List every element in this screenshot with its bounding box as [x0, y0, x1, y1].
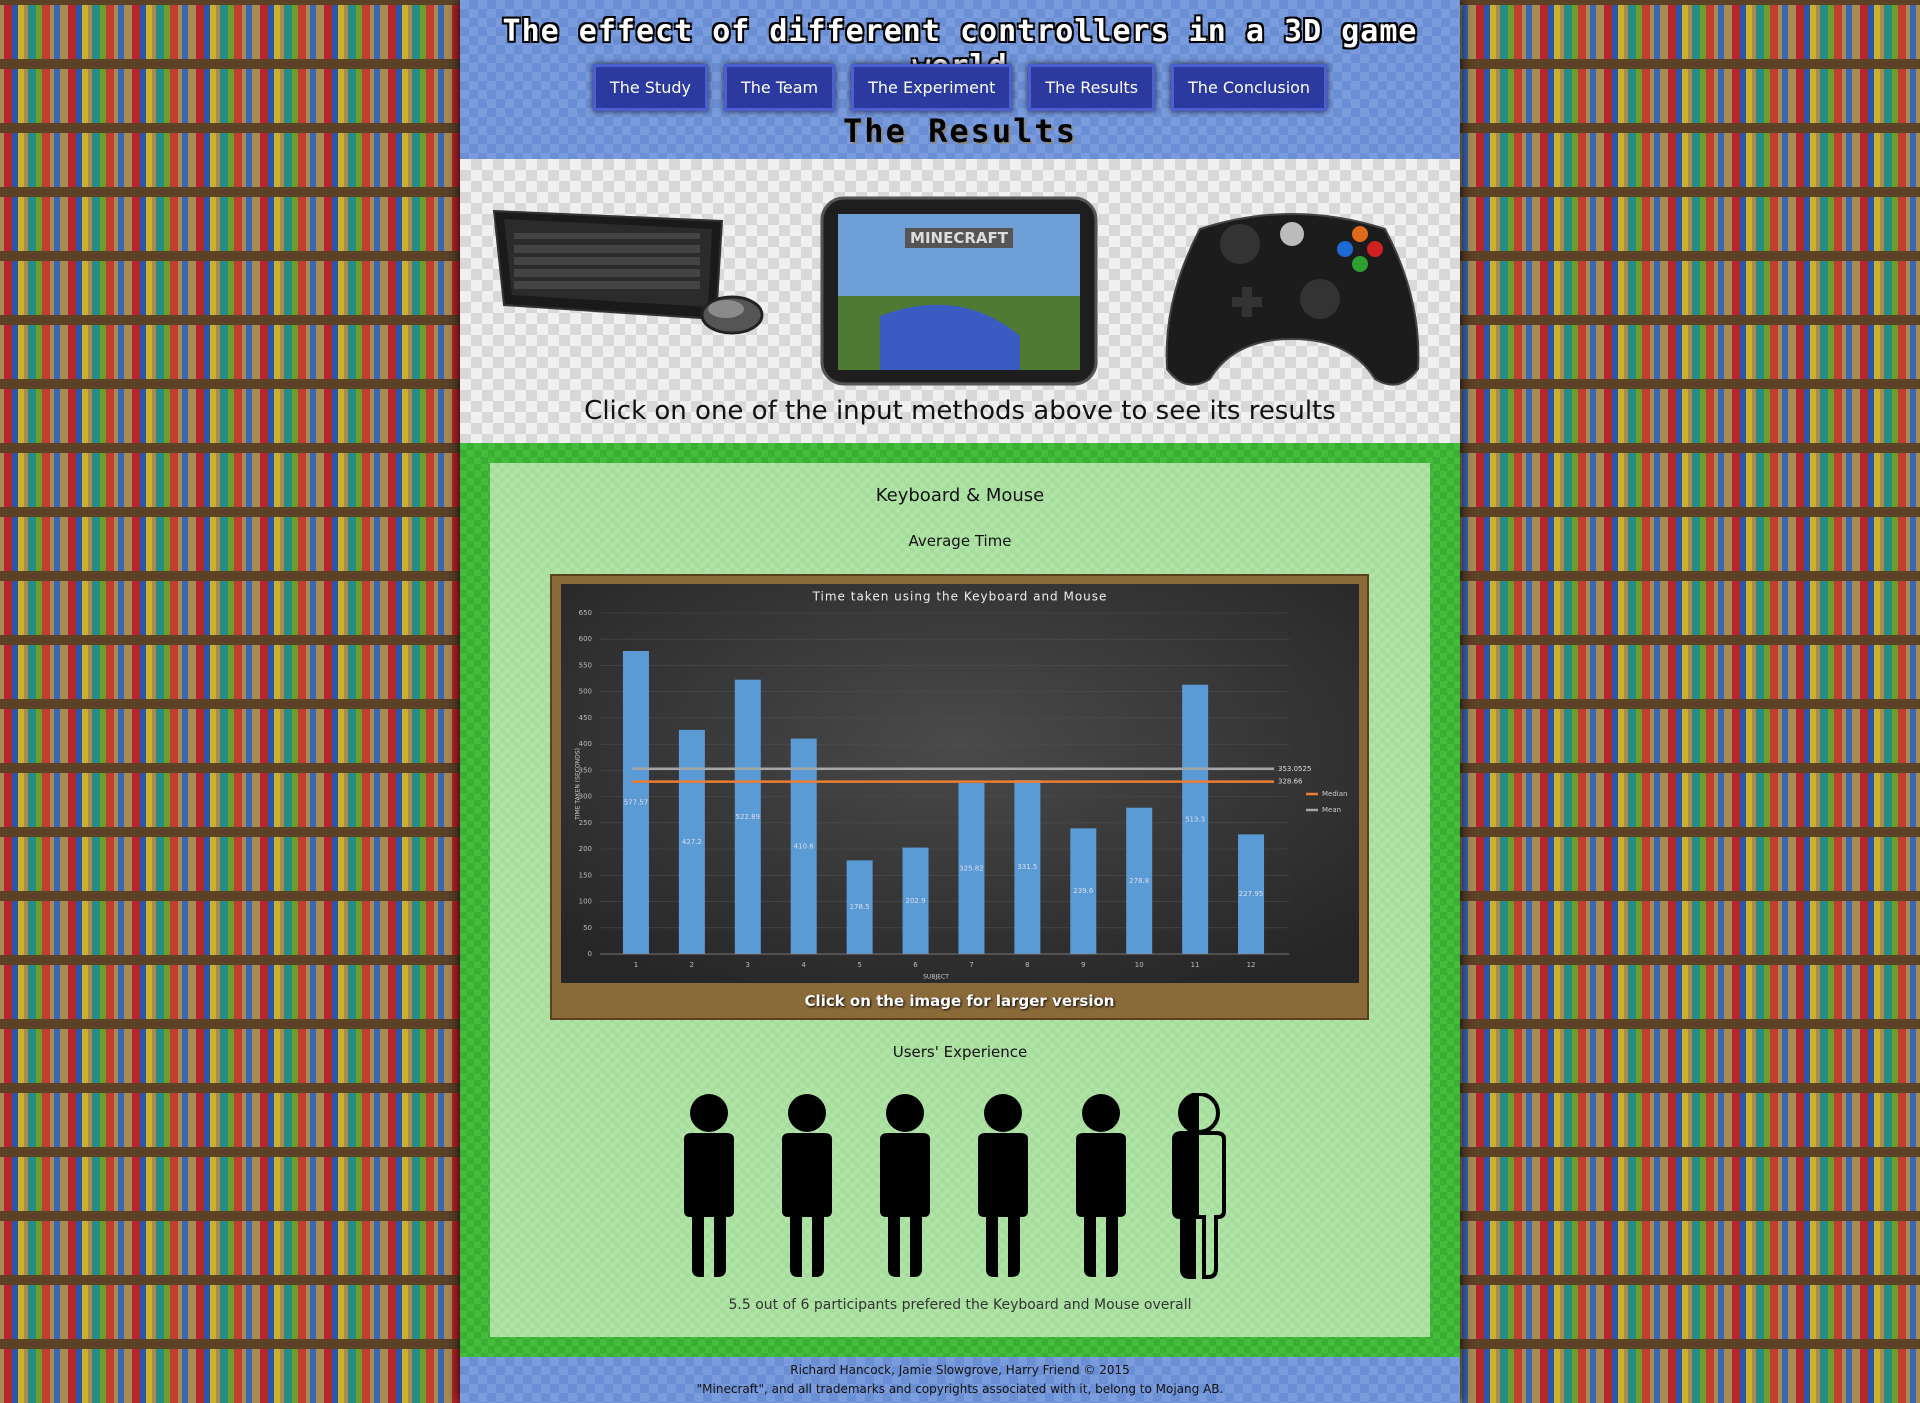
results-heading: Keyboard & Mouse	[875, 485, 1045, 506]
bar-value-label: 577.57	[624, 798, 649, 806]
y-tick-label: 450	[579, 714, 592, 722]
person-icon	[782, 1094, 832, 1277]
y-tick-label: 550	[579, 661, 592, 669]
y-tick-label: 600	[579, 635, 592, 643]
y-tick-label: 650	[579, 609, 592, 617]
hero-caption: Click on one of the input methods above …	[584, 396, 1336, 426]
svg-text:MINECRAFT: MINECRAFT	[910, 229, 1009, 247]
chart-caption: Click on the image for larger version	[804, 992, 1115, 1010]
nav: The Study The Team The Experiment The Resul…	[460, 64, 1460, 111]
results-section: Keyboard & Mouse Average Time Time taken…	[460, 443, 1460, 1357]
bar-value-label: 513.3	[1185, 815, 1205, 823]
nav-link[interactable]: The Study	[592, 64, 708, 111]
footer-credits: Richard Hancock, Jamie Slowgrove, Harry …	[790, 1363, 1130, 1377]
header: The effect of different controllers in a…	[460, 0, 1460, 159]
person-icon	[684, 1094, 734, 1277]
x-tick-label: 11	[1191, 961, 1200, 969]
y-tick-label: 400	[579, 740, 592, 748]
y-axis-label: TIME TAKEN (SECONDS)	[575, 748, 582, 821]
bar	[1014, 780, 1041, 954]
bar-value-label: 331.5	[1017, 863, 1037, 871]
hero: MINECRAFT Click on one of the input meth…	[460, 159, 1460, 443]
bar	[678, 729, 705, 954]
bar	[790, 738, 817, 954]
nav-link[interactable]: The Team	[723, 64, 836, 111]
x-axis-label: SUBJECT	[923, 974, 949, 981]
chart-image[interactable]: Time taken using the Keyboard and Mouse …	[550, 574, 1369, 1020]
chart: Time taken using the Keyboard and Mouse …	[561, 584, 1359, 983]
y-tick-label: 200	[579, 845, 592, 853]
experience-summary: 5.5 out of 6 participants prefered the K…	[728, 1297, 1192, 1313]
y-tick-label: 250	[579, 819, 592, 827]
person-icon	[880, 1094, 930, 1277]
x-tick-label: 2	[690, 961, 694, 969]
controller-image[interactable]	[1160, 189, 1425, 394]
y-tick-label: 500	[579, 688, 592, 696]
half-person-icon	[1172, 1093, 1226, 1279]
chart-title: Time taken using the Keyboard and Mouse	[812, 590, 1108, 604]
bar	[1182, 684, 1209, 954]
reference-value-label: 353.0525	[1278, 765, 1311, 773]
bar-value-label: 178.5	[850, 903, 870, 911]
x-tick-label: 4	[801, 961, 806, 969]
bar	[734, 679, 761, 954]
y-tick-label: 350	[579, 766, 592, 774]
bar	[1070, 828, 1097, 954]
bar-value-label: 278.8	[1129, 877, 1149, 885]
nav-link[interactable]: The Conclusion	[1171, 64, 1328, 111]
keyboard-image[interactable]	[490, 199, 766, 339]
bar	[1238, 834, 1265, 954]
tablet-image[interactable]: MINECRAFT	[820, 196, 1098, 386]
footer: Richard Hancock, Jamie Slowgrove, Harry …	[460, 1357, 1460, 1403]
x-tick-label: 5	[857, 961, 861, 969]
legend-label: Mean	[1322, 806, 1341, 814]
x-tick-label: 7	[969, 961, 973, 969]
x-tick-label: 12	[1247, 961, 1256, 969]
legend-label: Median	[1322, 790, 1347, 798]
x-tick-label: 3	[746, 961, 750, 969]
content-column: The effect of different controllers in a…	[460, 0, 1460, 1403]
x-tick-label: 1	[634, 961, 638, 969]
y-tick-label: 150	[579, 871, 592, 879]
nav-link[interactable]: The Results	[1028, 64, 1156, 111]
person-icon	[1076, 1094, 1126, 1277]
bar-value-label: 227.95	[1239, 890, 1264, 898]
bar-value-label: 239.6	[1073, 887, 1094, 895]
y-tick-label: 300	[579, 793, 592, 801]
bar-value-label: 522.89	[736, 813, 761, 821]
bar	[1126, 807, 1153, 954]
reference-value-label: 328.66	[1278, 778, 1303, 786]
nav-link[interactable]: The Experiment	[851, 64, 1013, 111]
y-tick-label: 50	[583, 924, 592, 932]
x-tick-label: 9	[1081, 961, 1085, 969]
bar	[846, 860, 873, 954]
person-icon	[978, 1094, 1028, 1277]
bar-value-label: 410.6	[794, 842, 815, 850]
x-tick-label: 8	[1025, 961, 1029, 969]
experience-heading: Users' Experience	[892, 1043, 1028, 1061]
x-tick-label: 6	[913, 961, 918, 969]
bar	[622, 650, 649, 954]
y-tick-label: 0	[588, 950, 592, 958]
x-tick-label: 10	[1135, 961, 1144, 969]
results-panel: Keyboard & Mouse Average Time Time taken…	[490, 463, 1430, 1337]
bar-value-label: 202.9	[906, 897, 926, 905]
bar-value-label: 427.2	[682, 838, 702, 846]
page-title: The Results	[843, 112, 1077, 150]
participant-icons	[684, 1093, 1226, 1279]
bar	[902, 847, 929, 954]
y-tick-label: 100	[579, 898, 592, 906]
results-subheading: Average Time	[908, 532, 1012, 550]
bar-value-label: 325.82	[959, 865, 984, 873]
bar	[958, 783, 985, 954]
footer-notice: "Minecraft", and all trademarks and copy…	[696, 1382, 1224, 1396]
